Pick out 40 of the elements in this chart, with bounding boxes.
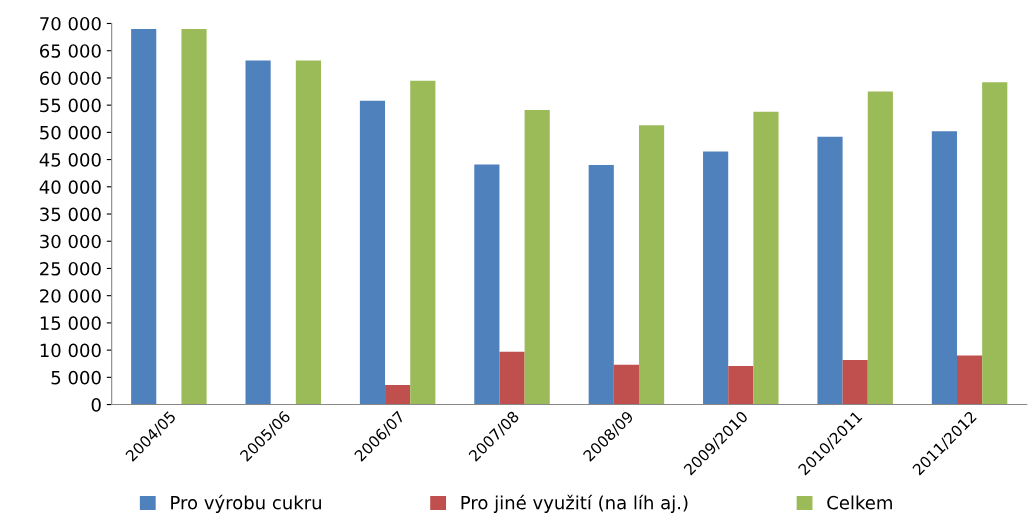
y-tick-label: 40 000 [39, 180, 101, 194]
bar [638, 125, 665, 405]
y-tick-label: 45 000 [39, 153, 101, 167]
y-tick-label: 10 000 [40, 343, 101, 358]
bar [753, 111, 779, 405]
y-tick-label: 55 000 [40, 98, 101, 113]
bar [842, 359, 868, 405]
y-tick-label: 60 000 [40, 71, 101, 86]
bar [131, 28, 157, 405]
bar [817, 136, 843, 405]
y-tick-label: 20 000 [40, 289, 101, 303]
bar [982, 82, 1008, 405]
legend-label: Celkem [827, 495, 892, 510]
bar [181, 28, 207, 405]
bar [295, 60, 321, 405]
y-tick-label: 30 000 [40, 234, 101, 249]
bar [524, 110, 550, 405]
legend-label: Pro jiné využití (na líh aj.) [461, 494, 688, 513]
y-tick-label: 15 000 [40, 316, 101, 331]
bar [359, 100, 386, 405]
bar [728, 365, 754, 405]
bar [588, 165, 614, 405]
bar [613, 364, 639, 405]
y-tick-label: 25 000 [40, 261, 101, 276]
y-tick-label: 65 000 [40, 44, 101, 58]
bar [956, 355, 983, 405]
y-tick-label: 70 000 [40, 16, 101, 31]
bar [867, 91, 893, 405]
bar [385, 384, 411, 405]
bar [410, 80, 436, 405]
y-tick-label: 50 000 [40, 125, 101, 140]
bar [245, 60, 271, 405]
bar [931, 131, 957, 405]
bar [703, 151, 729, 405]
legend-label: Pro výrobu cukru [171, 494, 321, 513]
bar [499, 351, 525, 405]
y-tick-label: 0 [91, 398, 101, 412]
bar [474, 164, 500, 405]
y-tick-label: 5 000 [51, 370, 101, 385]
y-tick-label: 35 000 [40, 207, 101, 222]
